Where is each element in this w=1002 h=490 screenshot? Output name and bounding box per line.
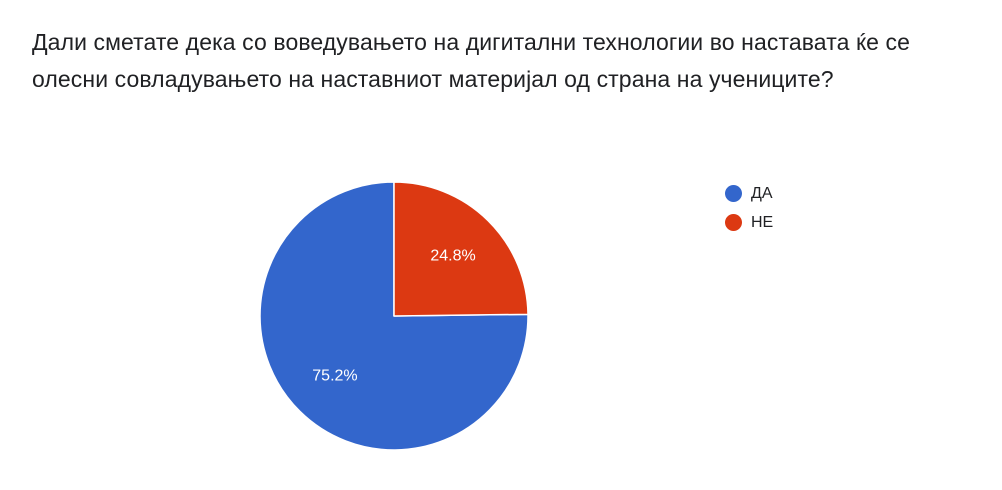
pie-slice-ne-label: 24.8% [430, 248, 475, 265]
pie-slice-ne[interactable] [393, 181, 529, 317]
pie-slice-da-label: 75.2% [312, 367, 357, 384]
legend-swatch-da [725, 185, 742, 202]
legend-swatch-ne [725, 214, 742, 231]
question-title: Дали сметате дека со воведувањето на диг… [32, 29, 910, 92]
legend-label-ne: НЕ [751, 213, 774, 231]
chart-legend: ДА НЕ [725, 179, 773, 237]
legend-item-da[interactable]: ДА [725, 179, 773, 208]
legend-item-ne[interactable]: НЕ [725, 208, 773, 237]
pie-slice-labels: 75.2% 24.8% [312, 248, 475, 385]
pie-slices [259, 181, 529, 451]
legend-label-da: ДА [751, 184, 773, 202]
